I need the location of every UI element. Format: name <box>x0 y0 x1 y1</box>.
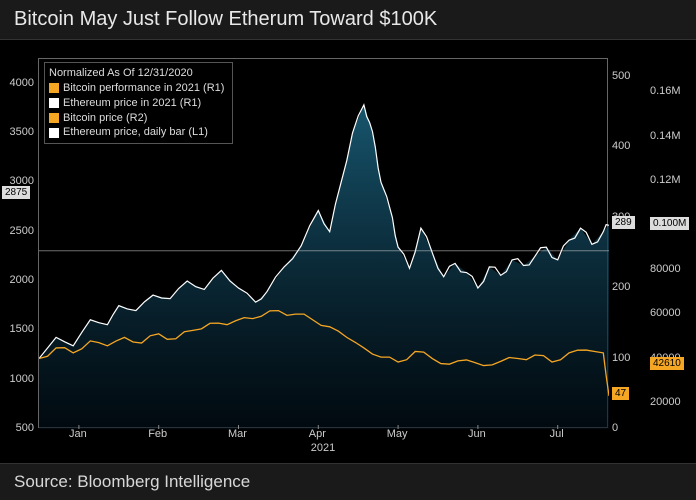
y-r1-tick: 400 <box>612 140 630 152</box>
y-left-tick: 2500 <box>10 225 34 237</box>
source-attribution: Source: Bloomberg Intelligence <box>0 463 696 500</box>
x-tick-label: Jun <box>468 428 486 440</box>
x-tick-label: Mar <box>228 428 247 440</box>
legend-swatch-icon <box>49 113 59 123</box>
y-r1-tick: 500 <box>612 70 630 82</box>
chart-area: 5001000150020002500300035004000 01002003… <box>0 40 696 450</box>
legend-text: Ethereum price in 2021 (R1) <box>63 96 201 111</box>
legend-swatch-icon <box>49 128 59 138</box>
chart-title: Bitcoin May Just Follow Etherum Toward $… <box>0 0 696 40</box>
y-left-tick: 2000 <box>10 274 34 286</box>
y-r2-tick: 80000 <box>650 263 681 275</box>
y-r2-tick: 20000 <box>650 396 681 408</box>
r2-value-marker: 42610 <box>650 357 684 370</box>
y-r1-tick: 100 <box>612 352 630 364</box>
x-tick-label: Feb <box>148 428 167 440</box>
y-axis-right-1: 0100200300400500 <box>610 58 644 428</box>
r1-value-marker: 47 <box>612 387 629 400</box>
left-value-marker: 2875 <box>2 186 30 199</box>
y-left-tick: 4000 <box>10 77 34 89</box>
y-left-tick: 1500 <box>10 323 34 335</box>
y-r1-tick: 0 <box>612 422 618 434</box>
y-r2-tick: 0.12M <box>650 174 681 186</box>
legend-item: Bitcoin price (R2) <box>49 111 224 126</box>
legend-swatch-icon <box>49 83 59 93</box>
x-axis-year: 2021 <box>311 442 335 454</box>
x-tick-label: Apr <box>309 428 326 440</box>
x-tick-label: Jul <box>550 428 564 440</box>
legend-text: Bitcoin performance in 2021 (R1) <box>63 81 224 96</box>
legend-text: Bitcoin price (R2) <box>63 111 147 126</box>
r1-value-marker: 289 <box>612 216 635 229</box>
r2-value-marker: 0.100M <box>650 217 689 230</box>
y-r2-tick: 0.14M <box>650 130 681 142</box>
legend-text: Ethereum price, daily bar (L1) <box>63 125 208 140</box>
y-left-tick: 1000 <box>10 373 34 385</box>
x-axis: 2021 Jan Feb Mar Apr May Jun Jul <box>38 428 608 458</box>
legend-item: Ethereum price in 2021 (R1) <box>49 96 224 111</box>
y-r1-tick: 200 <box>612 281 630 293</box>
legend-box: Normalized As Of 12/31/2020 Bitcoin perf… <box>44 62 233 144</box>
x-tick-label: Jan <box>69 428 87 440</box>
legend-item: Bitcoin performance in 2021 (R1) <box>49 81 224 96</box>
y-axis-right-2: 0.16M0.14M0.12M0.100M8000060000400002000… <box>648 58 692 428</box>
y-left-tick: 500 <box>16 422 34 434</box>
x-tick-label: May <box>387 428 408 440</box>
y-r2-tick: 0.16M <box>650 85 681 97</box>
y-left-tick: 3500 <box>10 126 34 138</box>
legend-header: Normalized As Of 12/31/2020 <box>49 66 224 81</box>
legend-item: Ethereum price, daily bar (L1) <box>49 125 224 140</box>
y-axis-left: 5001000150020002500300035004000 <box>0 58 36 428</box>
y-r2-tick: 60000 <box>650 307 681 319</box>
legend-swatch-icon <box>49 98 59 108</box>
